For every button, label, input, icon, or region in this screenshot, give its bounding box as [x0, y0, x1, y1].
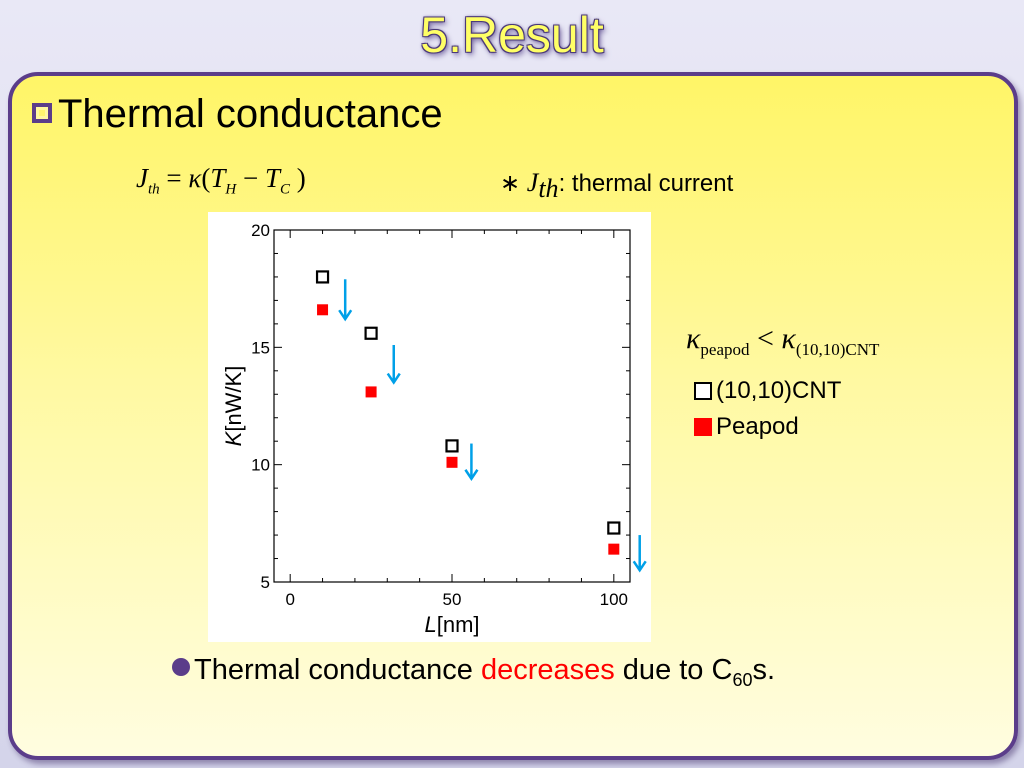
kappa-cnt-sub: (10,10)CNT [795, 340, 880, 359]
section-heading-text: Thermal conductance [58, 92, 443, 136]
kappa-lt: < [749, 322, 782, 355]
x-axis-label: L[nm] [424, 612, 479, 637]
note-j-sub: th [538, 173, 559, 203]
y-axis-label-var: K [221, 430, 246, 446]
y-axis-label: K[nW/K] [221, 366, 246, 447]
formula-eq: = [159, 163, 189, 193]
x-tick-label: 50 [443, 590, 462, 609]
thermal-current-note: ∗ Jth: thermal current [500, 168, 733, 204]
x-axis-label-unit: [nm] [437, 612, 480, 637]
chart-background [208, 212, 651, 642]
note-j: J [526, 168, 539, 197]
formula-t2-sub: C [280, 181, 291, 198]
peapod-point [317, 304, 329, 316]
tick-labels: 0 50 100 5 10 15 20 [251, 221, 628, 609]
formula-t1: T [210, 163, 226, 193]
thermal-current-formula: Jth = κ(TH − TC ) [136, 163, 306, 198]
legend-label-peapod: Peapod [716, 413, 799, 440]
conclusion-pre: Thermal conductance [194, 654, 481, 686]
kappa-peapod: κ [686, 322, 701, 355]
y-tick-label: 5 [261, 573, 270, 592]
x-axis-label-var: L [424, 612, 436, 637]
cnt-point [315, 270, 330, 284]
down-arrow-head-icon [464, 469, 479, 482]
cnt-point [364, 326, 378, 340]
formula-j-sub: th [147, 181, 160, 198]
y-tick-label: 15 [251, 338, 270, 357]
cnt-point [607, 521, 621, 535]
legend-item-peapod: Peapod [694, 412, 841, 448]
formula-minus: − [236, 163, 265, 193]
x-tick-label: 100 [600, 590, 628, 609]
filled-square-icon [694, 418, 712, 436]
formula-rparen: ) [290, 163, 306, 193]
formula-lparen: ( [201, 163, 211, 193]
conclusion-tail: s. [752, 654, 776, 686]
cnt-point [445, 439, 459, 453]
formula-kappa: κ [188, 163, 202, 193]
conclusion-highlight: decreases [480, 654, 615, 686]
peapod-point [608, 543, 620, 555]
conductance-chart: 0 50 100 5 10 15 20 L[nm] K[nW/K] [221, 221, 647, 637]
conclusion: Thermal conductance decreases due to C60… [172, 654, 775, 691]
formula-j: J [136, 163, 148, 193]
formula-t2: T [264, 163, 280, 193]
note-star: ∗ [500, 170, 527, 197]
open-square-icon [694, 382, 712, 400]
data-marks [315, 270, 621, 555]
legend-label-cnt: (10,10)CNT [716, 377, 842, 404]
square-bullet-icon [32, 103, 52, 123]
legend-item-cnt: (10,10)CNT [694, 376, 841, 412]
round-bullet-icon [172, 658, 190, 676]
y-tick-label: 10 [251, 456, 270, 475]
slide-title: 5.Result [420, 7, 604, 63]
down-arrow-head-icon [386, 372, 401, 385]
down-arrow-head-icon [632, 560, 647, 573]
kappa-relation: κpeapod < κ(10,10)CNT [686, 322, 879, 360]
x-tick-label: 0 [285, 590, 294, 609]
axis-ticks [274, 229, 630, 583]
formula-t1-sub: H [225, 181, 237, 198]
conclusion-sub: 60 [732, 669, 753, 690]
chart-legend: (10,10)CNT Peapod [694, 376, 841, 448]
down-arrow-head-icon [338, 309, 353, 322]
peapod-point [446, 456, 458, 468]
y-axis-label-unit: [nW/K] [221, 366, 246, 432]
decrease-arrows [338, 279, 647, 573]
note-text: : thermal current [558, 170, 734, 197]
peapod-point [365, 386, 377, 398]
kappa-cnt: κ [781, 322, 796, 355]
section-heading: Thermal conductance [32, 92, 443, 137]
kappa-peapod-sub: peapod [700, 340, 750, 359]
conclusion-post: due to C [614, 654, 733, 686]
y-tick-label: 20 [251, 221, 270, 240]
